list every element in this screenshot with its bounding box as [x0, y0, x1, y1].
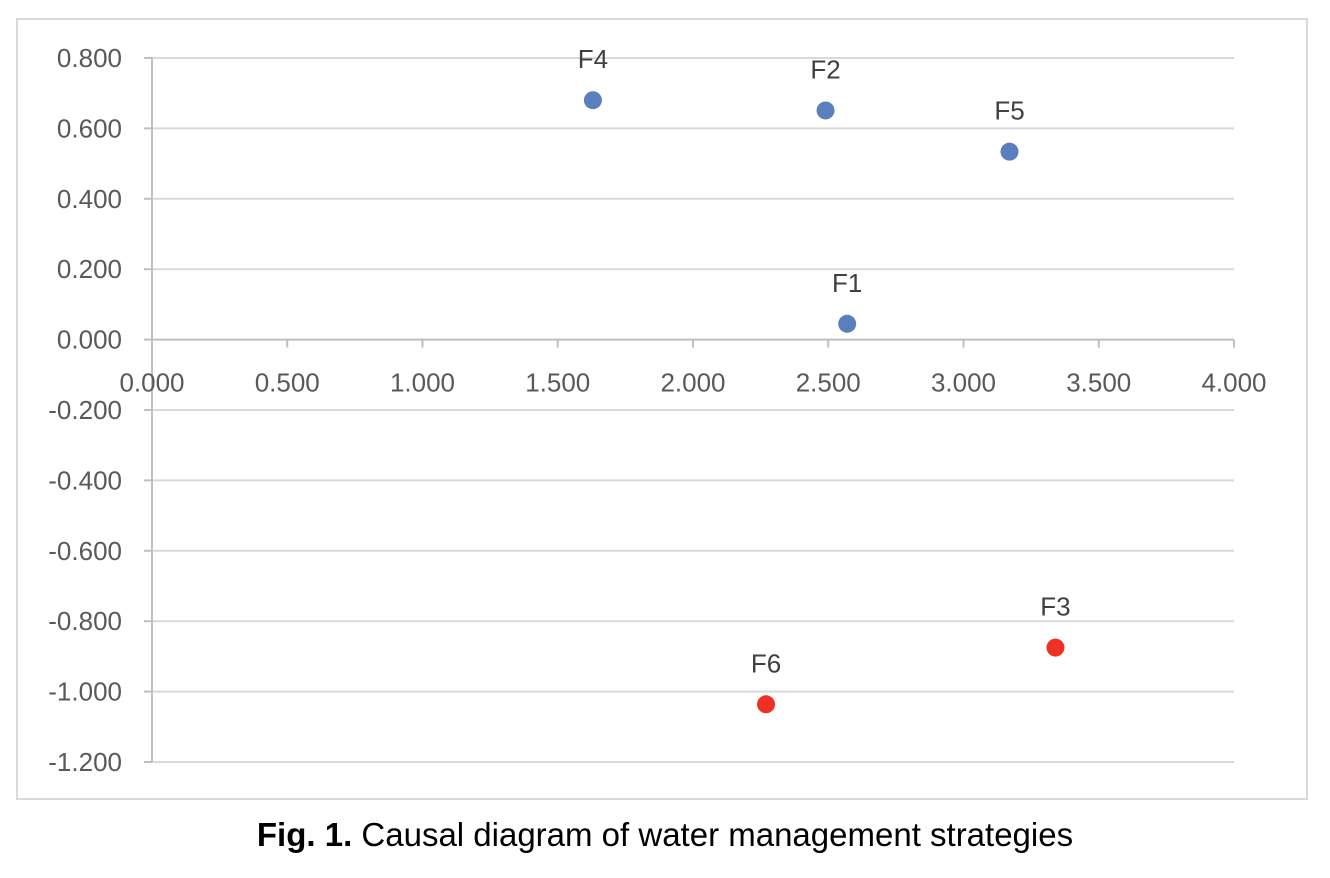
y-tick-label: -1.200 — [48, 747, 122, 777]
gridlines — [152, 57, 1234, 763]
y-tick-label: -1.000 — [48, 677, 122, 707]
axes — [144, 57, 1235, 763]
data-label-f3: F3 — [1040, 592, 1070, 622]
data-point-f2 — [816, 101, 835, 120]
figure-number: Fig. 1. — [256, 816, 353, 853]
x-tick-label: 0.500 — [255, 368, 320, 398]
y-tick-label: -0.200 — [48, 395, 122, 425]
figure-caption: Fig. 1. Causal diagram of water manageme… — [0, 816, 1330, 854]
data-point-f5 — [1000, 142, 1019, 161]
data-point-labels: F4 F2 F5 F1 F3 F6 — [578, 44, 1071, 678]
data-point-f3 — [1046, 638, 1065, 657]
x-tick-label: 4.000 — [1201, 368, 1266, 398]
y-tick-label: 0.800 — [57, 43, 122, 73]
x-tick-label: 0.000 — [119, 368, 184, 398]
data-label-f2: F2 — [810, 54, 840, 84]
x-tick-label: 1.500 — [525, 368, 590, 398]
figure-caption-text: Causal diagram of water management strat… — [352, 816, 1074, 853]
y-tick-label: 0.200 — [57, 254, 122, 284]
y-tick-label: -0.400 — [48, 465, 122, 495]
y-axis-tick-labels: 0.800 0.600 0.400 0.200 0.000 -0.200 -0.400 -0.… — [48, 43, 122, 777]
x-tick-label: 2.500 — [796, 368, 861, 398]
data-point-f6 — [757, 695, 776, 714]
data-point-f1 — [838, 314, 857, 333]
x-tick-label: 3.000 — [931, 368, 996, 398]
y-tick-label: 0.600 — [57, 113, 122, 143]
data-label-f4: F4 — [578, 44, 608, 74]
data-point-f4 — [583, 91, 602, 110]
x-tick-label: 2.000 — [660, 368, 725, 398]
data-label-f1: F1 — [832, 268, 862, 298]
y-tick-label: -0.600 — [48, 536, 122, 566]
x-axis-tick-labels: 0.000 0.500 1.000 1.500 2.000 2.500 3.000 3.500… — [119, 368, 1266, 398]
x-tick-label: 3.500 — [1066, 368, 1131, 398]
y-tick-label: 0.000 — [57, 325, 122, 355]
data-label-f6: F6 — [751, 648, 781, 678]
x-tick-label: 1.000 — [390, 368, 455, 398]
data-points — [583, 91, 1065, 714]
y-tick-label: -0.800 — [48, 606, 122, 636]
y-tick-label: 0.400 — [57, 184, 122, 214]
data-label-f5: F5 — [994, 96, 1024, 126]
